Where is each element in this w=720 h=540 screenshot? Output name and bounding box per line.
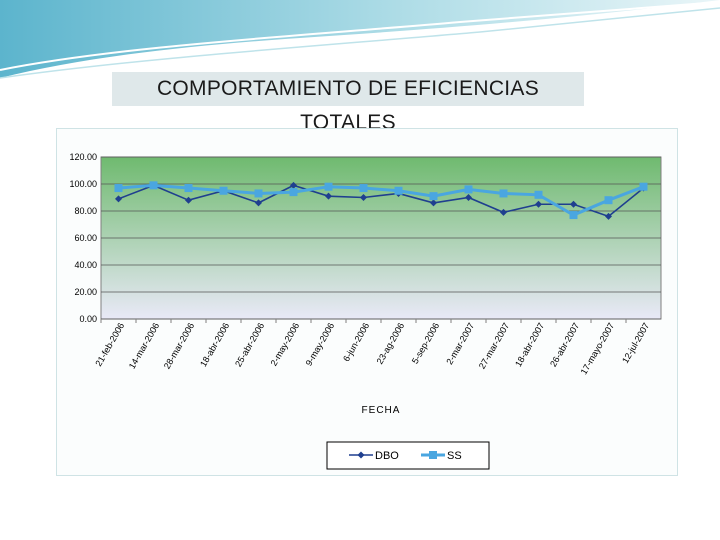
data-point-dbo	[535, 200, 542, 208]
data-point-dbo	[360, 194, 367, 201]
x-tick-label: 14-mar-2006	[127, 321, 161, 371]
legend-marker	[357, 451, 365, 459]
line-chart: 0.00 20.00 40.00 60.00 80.00 100.00 120.00 21-…	[57, 145, 662, 470]
data-point-ss	[254, 189, 263, 198]
header-decoration	[0, 0, 720, 79]
y-tick-label: 20.00	[74, 287, 97, 297]
data-point-ss	[499, 189, 508, 198]
chart-frame: 0.00 20.00 40.00 60.00 80.00 100.00 120.00 21-…	[56, 128, 678, 476]
data-point-ss	[394, 186, 403, 195]
data-point-dbo	[500, 208, 507, 216]
data-point-dbo	[185, 196, 192, 204]
x-tick-label: 21-feb-2006	[93, 321, 126, 368]
y-tick-label: 40.00	[74, 260, 97, 270]
x-tick-label: 9-may-2006	[304, 321, 337, 368]
data-point-ss	[569, 211, 578, 220]
data-point-ss	[184, 184, 193, 193]
x-tick-label: 2-may-2006	[269, 321, 302, 368]
y-tick-label: 80.00	[74, 206, 97, 216]
data-point-dbo	[290, 181, 297, 189]
x-tick-label: 2-mar-2007	[444, 321, 476, 366]
slide-title: COMPORTAMIENTO DE EFICIENCIAS TOTALES	[112, 72, 584, 134]
x-tick-label: 27-mar-2007	[477, 321, 511, 371]
legend-label-ss: SS	[447, 450, 462, 462]
data-point-ss	[289, 188, 298, 197]
legend-label-dbo: DBO	[375, 450, 399, 462]
x-tick-label: 6-jun-2006	[341, 321, 371, 363]
x-axis-label: FECHA	[362, 405, 401, 416]
data-point-ss	[149, 181, 158, 190]
x-tick-label: 25-abr-2006	[233, 321, 266, 368]
y-tick-label: 100.00	[69, 179, 97, 189]
x-tick-label: 28-mar-2006	[162, 321, 196, 371]
data-point-ss	[219, 186, 228, 195]
data-point-dbo	[465, 194, 472, 201]
y-tick-label: 120.00	[69, 152, 97, 162]
data-point-dbo	[115, 195, 122, 203]
data-point-ss	[604, 196, 613, 205]
x-tick-label: 18-abr-2007	[513, 321, 546, 368]
x-tick-label: 26-abr-2007	[548, 321, 581, 368]
data-point-ss	[429, 192, 438, 201]
data-point-ss	[534, 190, 543, 199]
legend-marker	[429, 451, 437, 459]
data-point-dbo	[570, 200, 577, 208]
data-point-dbo	[430, 199, 437, 207]
series-line-ss	[118, 183, 645, 217]
data-point-dbo	[325, 192, 332, 200]
x-tick-label: 18-abr-2006	[198, 321, 231, 368]
y-tick-label: 0.00	[79, 314, 97, 324]
data-point-ss	[464, 185, 473, 194]
y-axis-label: % REMOCION EN CARGA	[57, 145, 58, 274]
x-tick-label: 5-sep-2006	[410, 321, 441, 365]
data-point-ss	[324, 182, 333, 191]
data-point-ss	[639, 182, 648, 191]
data-point-ss	[359, 184, 368, 193]
data-point-dbo	[605, 212, 612, 220]
data-point-dbo	[255, 199, 262, 207]
x-tick-label: 23-ag-2006	[375, 321, 407, 366]
x-tick-label: 12-jul-2007	[620, 321, 651, 365]
x-tick-label: 17-mayo-2007	[579, 321, 617, 376]
y-tick-label: 60.00	[74, 233, 97, 243]
data-point-ss	[114, 184, 123, 193]
